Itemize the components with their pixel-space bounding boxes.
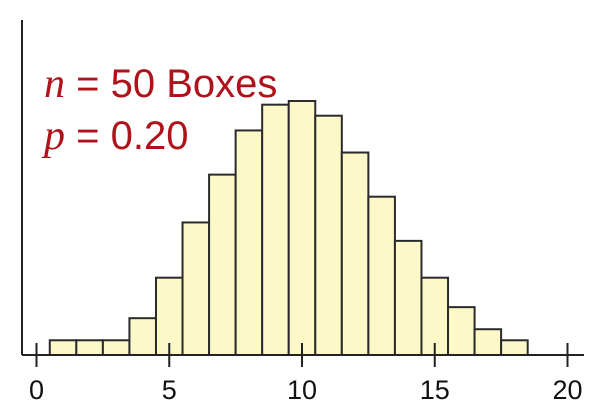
histogram-bar-2 <box>76 340 103 355</box>
annotation-n-variable: n <box>44 61 65 107</box>
x-tick-label-5: 5 <box>162 375 177 405</box>
annotation-p-value: = 0.20 <box>65 114 188 158</box>
histogram-bar-18 <box>501 340 528 355</box>
annotation-n-boxes: n = 50 Boxes <box>44 60 277 108</box>
histogram-bar-14 <box>395 241 422 355</box>
histogram-bar-8 <box>236 130 263 355</box>
x-tick-label-20: 20 <box>552 375 582 405</box>
x-tick-label-0: 0 <box>29 375 44 405</box>
histogram-bar-7 <box>209 175 236 355</box>
histogram-bar-3 <box>103 340 130 355</box>
annotation-p-probability: p = 0.20 <box>44 112 188 160</box>
annotation-p-variable: p <box>44 113 65 159</box>
histogram-bar-4 <box>129 318 156 355</box>
histogram-bar-9 <box>262 105 289 355</box>
histogram-bar-12 <box>342 153 369 355</box>
x-tick-label-15: 15 <box>420 375 450 405</box>
histogram-bar-13 <box>368 197 395 355</box>
histogram-bar-1 <box>50 340 77 355</box>
histogram-bar-6 <box>183 222 210 355</box>
histogram-bar-11 <box>315 116 342 355</box>
histogram-bar-10 <box>289 101 316 355</box>
x-tick-label-10: 10 <box>287 375 317 405</box>
histogram-bar-16 <box>448 307 475 355</box>
annotation-n-value: = 50 Boxes <box>65 62 277 106</box>
histogram-bar-17 <box>475 329 502 355</box>
